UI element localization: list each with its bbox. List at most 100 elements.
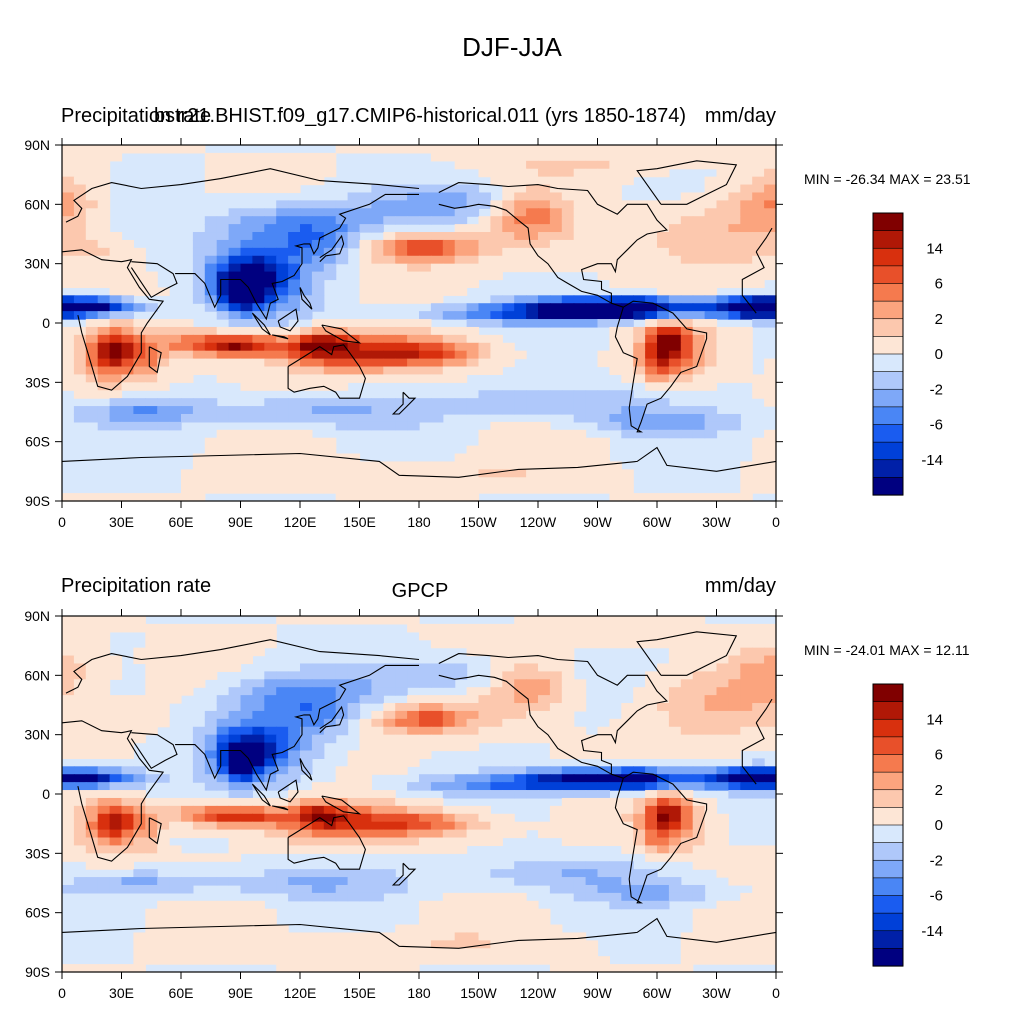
heatmap-cell [62, 631, 75, 641]
heatmap-cell [192, 813, 206, 823]
heatmap-cell [526, 956, 539, 965]
heatmap-cell [430, 916, 444, 926]
heatmap-cell [371, 877, 384, 886]
heatmap-cell [692, 687, 706, 696]
heatmap-cell [764, 366, 777, 376]
heatmap-cell [680, 413, 694, 423]
heatmap-cell [85, 390, 99, 399]
heatmap-cell [538, 671, 551, 680]
heatmap-cell [573, 413, 587, 423]
heatmap-cell [216, 279, 230, 288]
heatmap-cell [121, 853, 134, 862]
heatmap-cell [716, 342, 729, 352]
heatmap-cell [276, 184, 289, 194]
heatmap-cell [561, 639, 575, 649]
heatmap-cell [668, 421, 682, 431]
heatmap-cell [121, 303, 134, 312]
heatmap-cell [454, 192, 468, 201]
heatmap-cell [216, 184, 230, 194]
heatmap-cell [300, 358, 313, 368]
heatmap-cell [192, 334, 206, 344]
heatmap-cell [526, 734, 539, 744]
heatmap-cell [514, 687, 527, 696]
heatmap-cell [561, 861, 575, 870]
heatmap-cell [383, 208, 396, 217]
heatmap-cell [383, 279, 396, 288]
heatmap-cell [133, 247, 146, 257]
heatmap-cell [169, 884, 182, 894]
heatmap-cell [85, 232, 99, 241]
panel-2-left-title: Precipitation rate [61, 575, 211, 597]
heatmap-cell [526, 263, 539, 273]
heatmap-cell [276, 869, 289, 878]
heatmap-cell [252, 805, 265, 815]
heatmap-cell [62, 334, 75, 344]
heatmap-cell [597, 247, 610, 257]
heatmap-cell [490, 247, 503, 257]
heatmap-cell [704, 287, 718, 296]
heatmap-cell [597, 176, 610, 186]
y-tick-label: 30N [24, 727, 50, 743]
heatmap-cell [288, 813, 301, 823]
heatmap-cell [668, 152, 682, 162]
coastline [319, 234, 345, 263]
heatmap-cell [740, 774, 753, 783]
heatmap-cell [300, 279, 313, 288]
heatmap-cell [740, 639, 753, 649]
heatmap-cell [97, 805, 111, 815]
heatmap-cell [454, 900, 468, 910]
heatmap-cell [73, 964, 87, 973]
heatmap-cell [466, 924, 480, 934]
heatmap-cell [538, 940, 551, 949]
heatmap-cell [645, 837, 658, 847]
heatmap-cell [680, 813, 694, 823]
heatmap-cell [752, 200, 765, 209]
heatmap-cell [323, 829, 337, 839]
heatmap-cell [419, 821, 432, 831]
heatmap-cell [621, 726, 634, 736]
heatmap-cell [97, 200, 111, 209]
heatmap-cell [728, 366, 741, 376]
heatmap-cell [502, 916, 515, 926]
heatmap-cell [645, 774, 658, 783]
heatmap-cell [419, 663, 432, 672]
heatmap-cell [347, 940, 361, 949]
heatmap-cell [633, 718, 646, 728]
heatmap-cell [716, 303, 729, 312]
heatmap-cell [514, 421, 527, 431]
heatmap-cell [609, 398, 622, 407]
heatmap-cell [442, 287, 456, 296]
heatmap-cell [668, 797, 682, 807]
heatmap-cell [109, 398, 123, 407]
heatmap-cell [657, 247, 670, 257]
heatmap-cell [288, 295, 301, 304]
heatmap-cell [169, 813, 182, 823]
heatmap-cell [764, 216, 777, 225]
heatmap-cell [85, 663, 99, 672]
heatmap-cell [478, 319, 491, 328]
heatmap-cell [228, 429, 242, 439]
heatmap-cell [728, 421, 741, 431]
heatmap-cell [466, 263, 480, 273]
heatmap-cell [502, 782, 515, 791]
heatmap-cell [454, 247, 468, 257]
heatmap-cell [478, 821, 491, 831]
heatmap-cell [597, 263, 610, 273]
heatmap-cell [740, 279, 753, 288]
heatmap-cell [216, 453, 230, 463]
heatmap-cell [704, 295, 718, 304]
heatmap-cell [692, 493, 706, 502]
heatmap-cell [323, 734, 337, 744]
heatmap-cell [740, 869, 753, 878]
heatmap-cell [323, 845, 337, 854]
heatmap-cell [538, 924, 551, 934]
heatmap-cell [276, 319, 289, 328]
colorbar-label: -14 [921, 452, 943, 469]
heatmap-cell [252, 429, 265, 439]
heatmap-cell [311, 718, 325, 728]
heatmap-cell [419, 774, 432, 783]
heatmap-cell [728, 695, 741, 704]
heatmap-cell [657, 326, 670, 336]
heatmap-cell [526, 461, 539, 470]
heatmap-cell [228, 287, 242, 296]
